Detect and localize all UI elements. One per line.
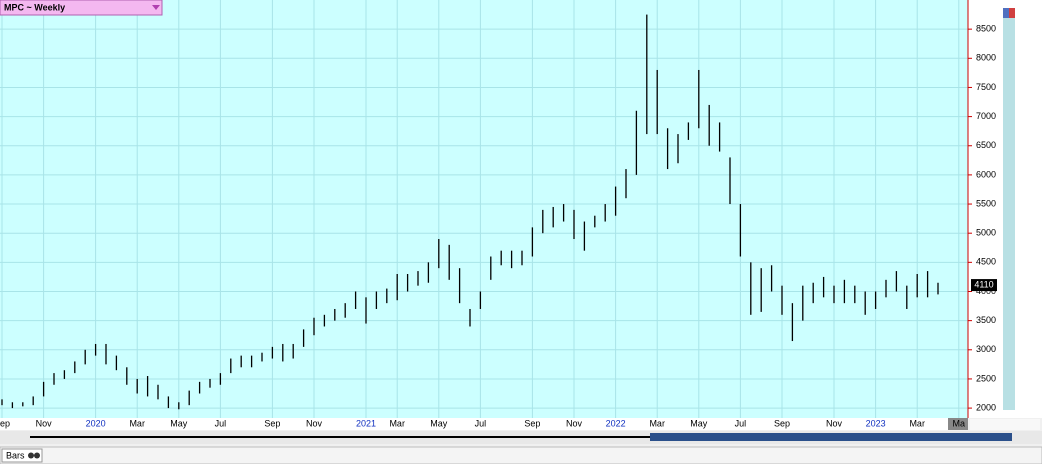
y-tick-label: 2500 xyxy=(976,373,996,383)
x-tick-label: Nov xyxy=(826,418,843,428)
x-tick-label: Sep xyxy=(0,418,10,428)
y-tick-label: 7000 xyxy=(976,111,996,121)
x-axis-marker xyxy=(948,418,968,430)
side-strip xyxy=(1003,8,1015,410)
plot-area xyxy=(0,0,968,418)
x-tick-label: Sep xyxy=(774,418,790,428)
x-tick-label: Jul xyxy=(215,418,227,428)
dropdown-arrow[interactable] xyxy=(152,5,160,10)
y-tick-label: 2000 xyxy=(976,402,996,412)
y-tick-label: 3500 xyxy=(976,315,996,325)
x-tick-label: Sep xyxy=(264,418,280,428)
scroll-thumb[interactable] xyxy=(650,433,1012,441)
y-tick-label: 3000 xyxy=(976,344,996,354)
y-tick-label: 6500 xyxy=(976,140,996,150)
status-icon xyxy=(28,452,34,459)
y-tick-label: 5000 xyxy=(976,228,996,238)
x-tick-label: Nov xyxy=(566,418,583,428)
x-tick-label: 2023 xyxy=(866,418,886,428)
x-axis-area xyxy=(0,418,968,430)
x-tick-label: 2020 xyxy=(86,418,106,428)
x-tick-label: 2022 xyxy=(606,418,626,428)
x-tick-label: Jul xyxy=(735,418,747,428)
x-tick-label: Nov xyxy=(306,418,323,428)
x-tick-label: Jul xyxy=(475,418,487,428)
toolbar xyxy=(970,419,1040,430)
x-tick-label: Nov xyxy=(36,418,53,428)
side-icon[interactable] xyxy=(1009,8,1015,18)
last-price-label: 4110 xyxy=(974,279,993,289)
x-tick-label: Sep xyxy=(524,418,540,428)
x-tick-label: Mar xyxy=(909,418,925,428)
chart-title: MPC ~ Weekly xyxy=(4,2,65,12)
side-icon[interactable] xyxy=(1003,8,1009,18)
status-tab[interactable] xyxy=(1,448,43,463)
y-tick-label: 4500 xyxy=(976,257,996,267)
x-tick-label: 2021 xyxy=(356,418,376,428)
status-bar xyxy=(0,446,1042,464)
x-tick-label: Mar xyxy=(649,418,665,428)
y-axis-area xyxy=(968,0,1002,418)
x-tick-label: Mar xyxy=(389,418,405,428)
y-tick-label: 6000 xyxy=(976,169,996,179)
x-tick-label: May xyxy=(690,418,708,428)
x-tick-label: May xyxy=(170,418,188,428)
y-tick-label: 8000 xyxy=(976,53,996,63)
y-tick-label: 7500 xyxy=(976,82,996,92)
symbol-dropdown[interactable] xyxy=(0,0,163,16)
last-price-box xyxy=(971,279,997,292)
x-tick-label: Ma xyxy=(953,418,966,428)
status-label: Bars xyxy=(6,450,25,460)
y-tick-label: 8500 xyxy=(976,24,996,34)
x-tick-label: May xyxy=(430,418,448,428)
y-tick-label: 5500 xyxy=(976,198,996,208)
x-tick-label: Mar xyxy=(129,418,145,428)
status-icon xyxy=(34,452,40,459)
